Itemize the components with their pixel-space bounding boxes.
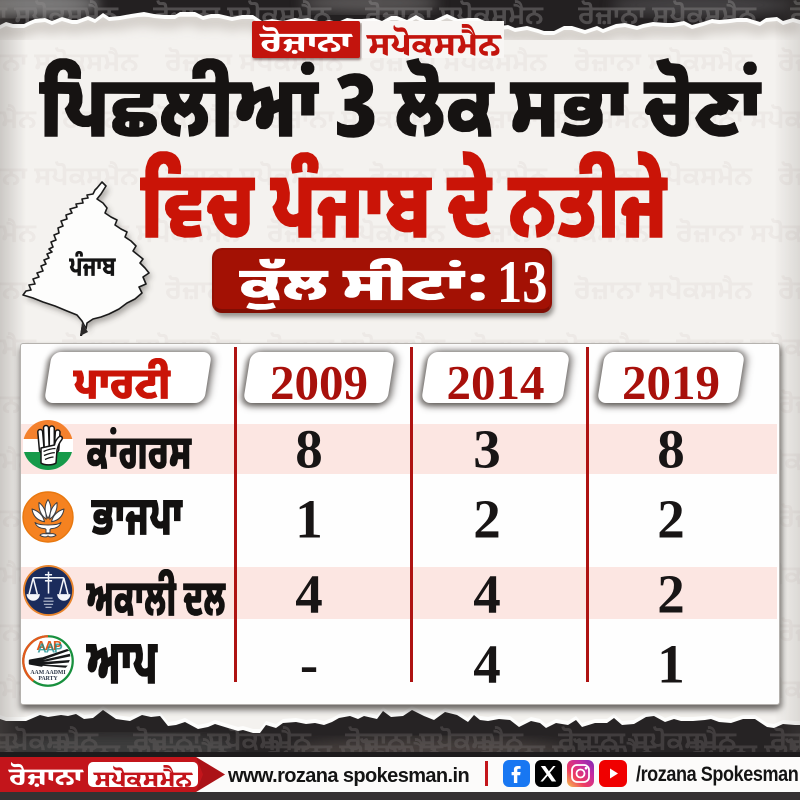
svg-text:AAM AADMI: AAM AADMI — [30, 670, 66, 676]
svg-text:PARTY: PARTY — [38, 676, 58, 682]
svg-text:AAP: AAP — [36, 638, 62, 653]
svg-text:AAP: AAP — [37, 641, 63, 656]
